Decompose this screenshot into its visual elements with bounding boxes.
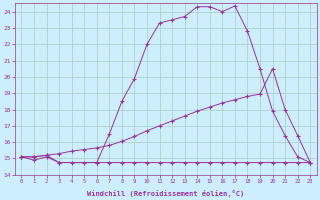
X-axis label: Windchill (Refroidissement éolien,°C): Windchill (Refroidissement éolien,°C): [87, 190, 244, 197]
